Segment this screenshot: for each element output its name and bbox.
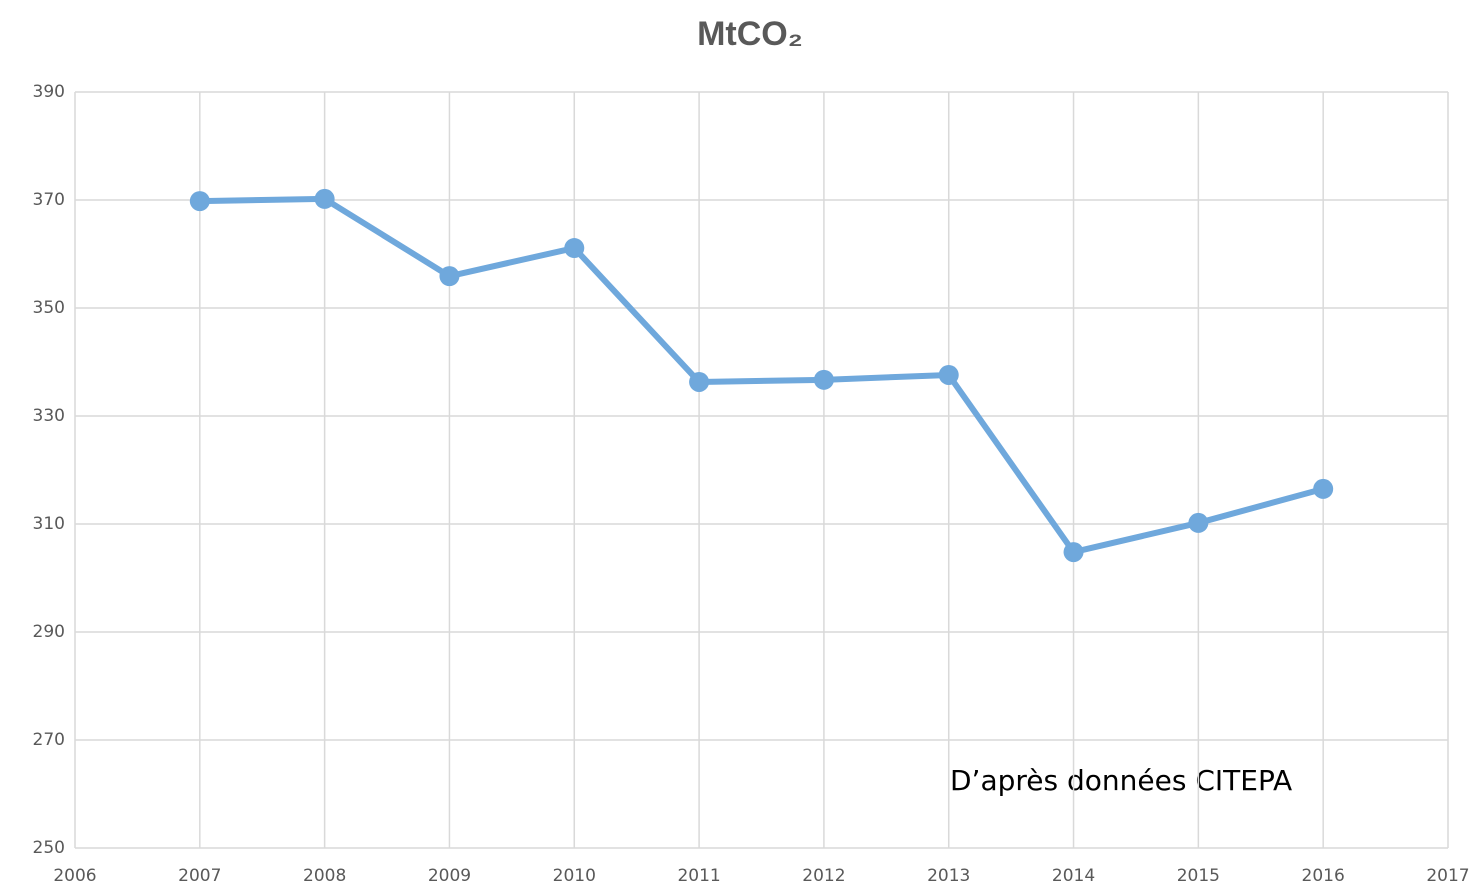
y-tick-label: 350 [33, 298, 65, 318]
x-tick-label: 2012 [802, 866, 845, 886]
x-tick-label: 2010 [553, 866, 596, 886]
series-line [199, 195, 1324, 556]
x-tick-label: 2007 [178, 866, 221, 886]
y-tick-label: 250 [33, 838, 65, 858]
x-tick-label: 2011 [677, 866, 720, 886]
point [189, 191, 210, 212]
point [314, 188, 335, 209]
point [564, 238, 585, 259]
x-tick-label: 2006 [53, 866, 96, 886]
x-tick-label: 2008 [303, 866, 346, 886]
point [813, 369, 834, 390]
point [689, 371, 710, 392]
annotation: D’après données CITEPA [950, 764, 1292, 797]
x-tick-label: 2015 [1177, 866, 1220, 886]
point [439, 266, 460, 287]
x-tick-label: 2014 [1052, 866, 1095, 886]
x-tick-label: 2013 [927, 866, 970, 886]
y-tick-label: 390 [33, 82, 65, 102]
y-tick-label: 330 [33, 406, 65, 426]
x-tick-label: 2016 [1302, 866, 1345, 886]
point [1188, 512, 1209, 533]
point [1063, 542, 1084, 563]
y-tick-label: 290 [33, 622, 65, 642]
chart-title: MtCO₂ [697, 15, 803, 53]
y-tick-label: 270 [33, 730, 65, 750]
x-tick-label: 2017 [1426, 866, 1469, 886]
y-tick-label: 310 [33, 514, 65, 534]
point [1313, 478, 1334, 499]
point [938, 364, 959, 385]
x-tick-label: 2009 [428, 866, 471, 886]
y-tick-label: 370 [33, 190, 65, 210]
